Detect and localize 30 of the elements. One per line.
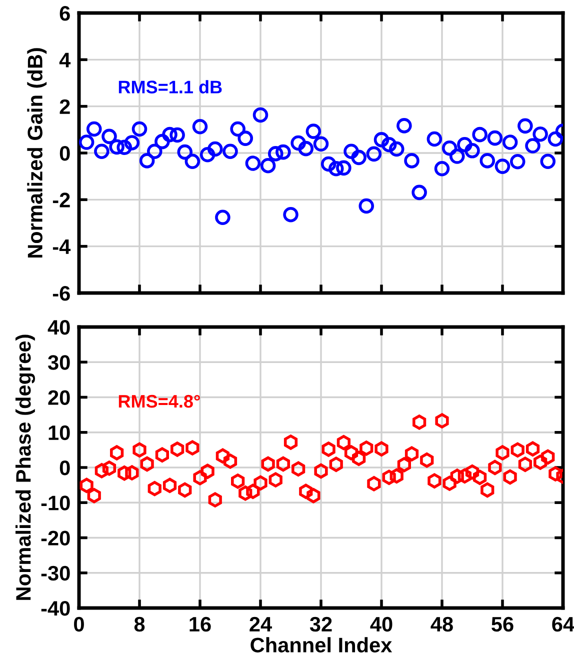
y-tick-label: -40 [41,601,70,616]
x-tick-label: 40 [370,616,392,632]
y-tick-label: 10 [48,425,70,440]
y-tick-label: 30 [48,355,70,370]
x-tick-label: 56 [492,616,514,632]
y-axis-title: Normalized Phase (degree) [15,334,36,600]
x-axis-title: Channel Index [250,637,392,652]
y-tick-label: 4 [59,52,71,68]
y-tick-label: -20 [41,530,70,546]
y-axis-title: Normalized Gain (dB) [27,48,47,258]
x-tick-label: 32 [310,616,332,632]
annotation: RMS=1.1 dB [118,80,222,94]
y-tick-label: 2 [60,99,70,114]
annotation: RMS=4.8° [118,394,200,408]
x-tick-label: 64 [552,616,574,632]
y-tick-label: 0 [60,146,70,161]
y-tick-label: -4 [52,240,71,254]
y-tick-label: -6 [52,286,70,301]
y-tick-label: 20 [48,390,70,406]
x-tick-label: 8 [134,616,145,632]
x-tick-label: 16 [190,616,211,632]
x-tick-label: 24 [250,616,272,632]
y-tick-label: -10 [41,496,70,510]
y-tick-label: -30 [41,566,70,581]
y-tick-label: 40 [48,320,70,335]
x-tick-label: 0 [74,616,84,632]
y-tick-label: -2 [52,192,70,208]
x-tick-label: 48 [430,616,453,632]
y-tick-label: 6 [60,6,70,21]
y-tick-label: 0 [60,460,70,476]
